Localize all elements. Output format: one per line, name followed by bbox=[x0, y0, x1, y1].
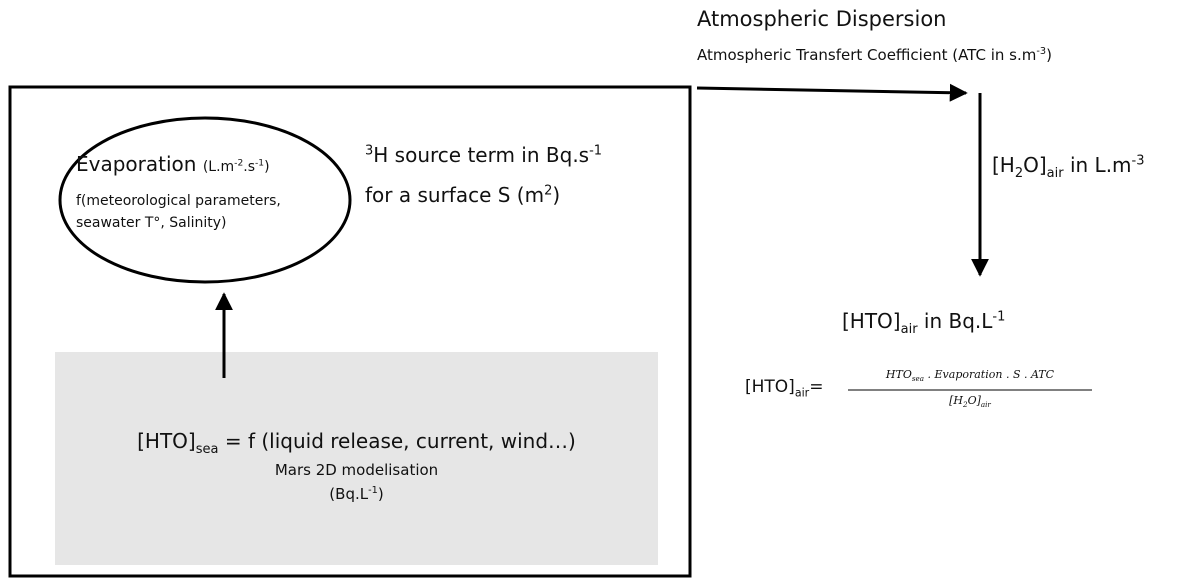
text: air bbox=[980, 400, 991, 410]
source-term: for a surface S (m2) bbox=[365, 184, 560, 207]
text: -1 bbox=[255, 158, 265, 169]
sea-unit: (Bq.L-1) bbox=[55, 485, 658, 503]
text: sea bbox=[195, 442, 219, 457]
sea-box bbox=[8, 85, 692, 578]
text: O] bbox=[1023, 153, 1047, 177]
text: Evaporation bbox=[76, 152, 197, 176]
dispersion-title: Atmospheric Dispersion bbox=[697, 7, 947, 31]
arrow bbox=[696, 83, 968, 102]
text: O] bbox=[967, 394, 981, 407]
text: [H bbox=[992, 153, 1015, 177]
text: [HTO] bbox=[842, 309, 901, 333]
text: air bbox=[794, 386, 810, 400]
text: HTO bbox=[885, 368, 912, 381]
text: ) bbox=[1046, 46, 1052, 64]
text: [HTO] bbox=[745, 377, 795, 397]
text: air bbox=[900, 322, 918, 337]
text: sea bbox=[911, 374, 925, 384]
text: for a surface S (m bbox=[365, 183, 545, 207]
text: (L.m bbox=[202, 159, 235, 175]
text: = bbox=[809, 377, 824, 397]
text: in Bq.L bbox=[917, 309, 993, 333]
evaporation-unit: (L.m-2.s-1) bbox=[203, 159, 270, 175]
text: Atmospheric Transfert Coefficient (ATC i… bbox=[697, 46, 1037, 64]
text: -1 bbox=[368, 485, 378, 496]
text: -1 bbox=[992, 309, 1006, 325]
text: air bbox=[1046, 166, 1064, 181]
hto-air: [HTO]air in Bq.L-1 bbox=[842, 309, 1006, 337]
text: [H bbox=[949, 394, 964, 407]
evaporation-ellipse bbox=[58, 116, 352, 284]
text: (Bq.L bbox=[329, 485, 369, 503]
evaporation-function: f(meteorological parameters, bbox=[76, 193, 281, 209]
text: H source term in Bq.s bbox=[373, 143, 590, 167]
text: -2 bbox=[234, 158, 244, 169]
hto-sea: [HTO]sea = f (liquid release, current, w… bbox=[55, 429, 658, 457]
text: ) bbox=[552, 183, 561, 207]
text: 2 bbox=[1014, 166, 1024, 181]
text: -3 bbox=[1036, 46, 1047, 57]
text: [HTO] bbox=[137, 429, 196, 453]
sea-panel bbox=[55, 352, 658, 565]
text: -1 bbox=[589, 143, 603, 159]
evaporation-label: Evaporation (L.m-2.s-1) bbox=[76, 153, 270, 176]
water-air: [H2O]air in L.m-3 bbox=[992, 153, 1145, 181]
text: = f (liquid release, current, wind…) bbox=[218, 429, 576, 453]
source-term: 3H source term in Bq.s-1 bbox=[365, 144, 602, 167]
text: -3 bbox=[1131, 153, 1145, 169]
text: 2 bbox=[963, 400, 968, 410]
evaporation-function: seawater T°, Salinity) bbox=[76, 215, 227, 231]
text: ) bbox=[264, 159, 270, 175]
formula-lhs: [HTO]air= bbox=[745, 377, 824, 400]
text: 2 bbox=[544, 183, 553, 199]
coefficient: Atmospheric Transfert Coefficient (ATC i… bbox=[697, 46, 1052, 64]
formula-denominator: [H2O]air bbox=[848, 394, 1092, 410]
text: in L.m bbox=[1063, 153, 1132, 177]
text: . Evaporation . S . ATC bbox=[924, 368, 1055, 381]
formula-numerator: HTOsea . Evaporation . S . ATC bbox=[848, 368, 1092, 384]
model: Mars 2D modelisation bbox=[274, 461, 439, 479]
text: ) bbox=[377, 485, 384, 503]
text: 3 bbox=[365, 143, 374, 159]
text: .s bbox=[243, 159, 255, 175]
